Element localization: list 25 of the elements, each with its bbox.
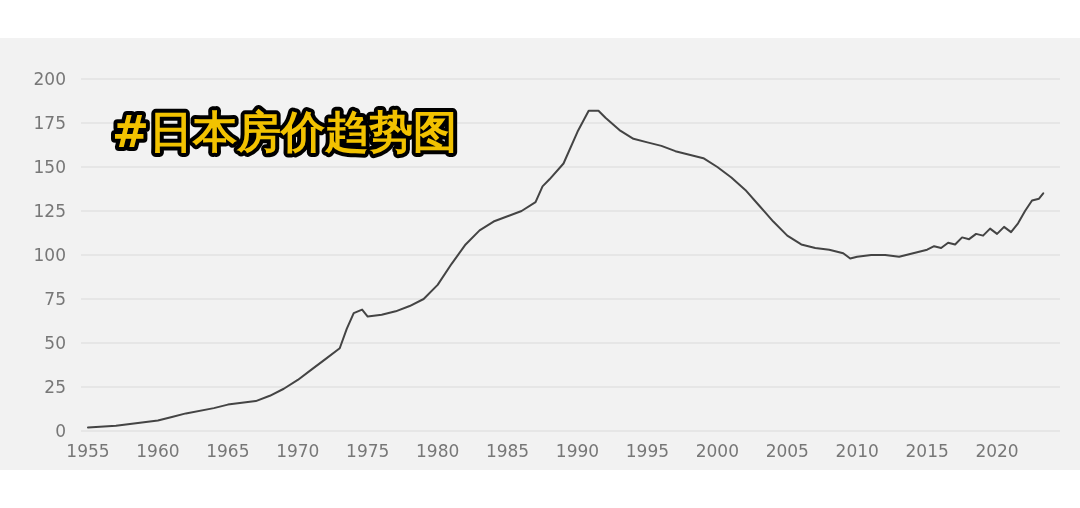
text: #日本房价趋势图 — [112, 106, 457, 157]
x-tick-label: 1955 — [66, 441, 110, 461]
y-tick-label: 50 — [44, 333, 66, 353]
x-tick-label: 2000 — [695, 441, 739, 461]
y-tick-label: 150 — [33, 157, 66, 177]
y-tick-label: 100 — [33, 245, 66, 265]
x-tick-label: 1960 — [136, 441, 180, 461]
y-tick-label: 25 — [44, 377, 66, 397]
y-tick-label: 125 — [33, 201, 66, 221]
y-tick-label: 200 — [33, 69, 66, 89]
x-tick-label: 1985 — [485, 441, 530, 461]
line-series — [86, 109, 1045, 429]
x-tick-label: 1975 — [346, 441, 390, 461]
y-tick-label: 75 — [44, 289, 66, 309]
x-tick-label: 1980 — [416, 441, 460, 461]
x-tick-label: 2015 — [905, 441, 949, 461]
y-tick-label: 175 — [33, 113, 66, 133]
y-tick-label: 0 — [55, 421, 66, 441]
x-tick-label: 1995 — [625, 441, 670, 461]
x-tick-label: 2005 — [765, 441, 809, 461]
x-tick-label: 2010 — [835, 441, 879, 461]
x-tick-label: 1990 — [555, 441, 600, 461]
x-tick-label: 1965 — [206, 441, 250, 461]
x-tick-label: 1970 — [276, 441, 320, 461]
x-tick-label: 2020 — [975, 441, 1019, 461]
